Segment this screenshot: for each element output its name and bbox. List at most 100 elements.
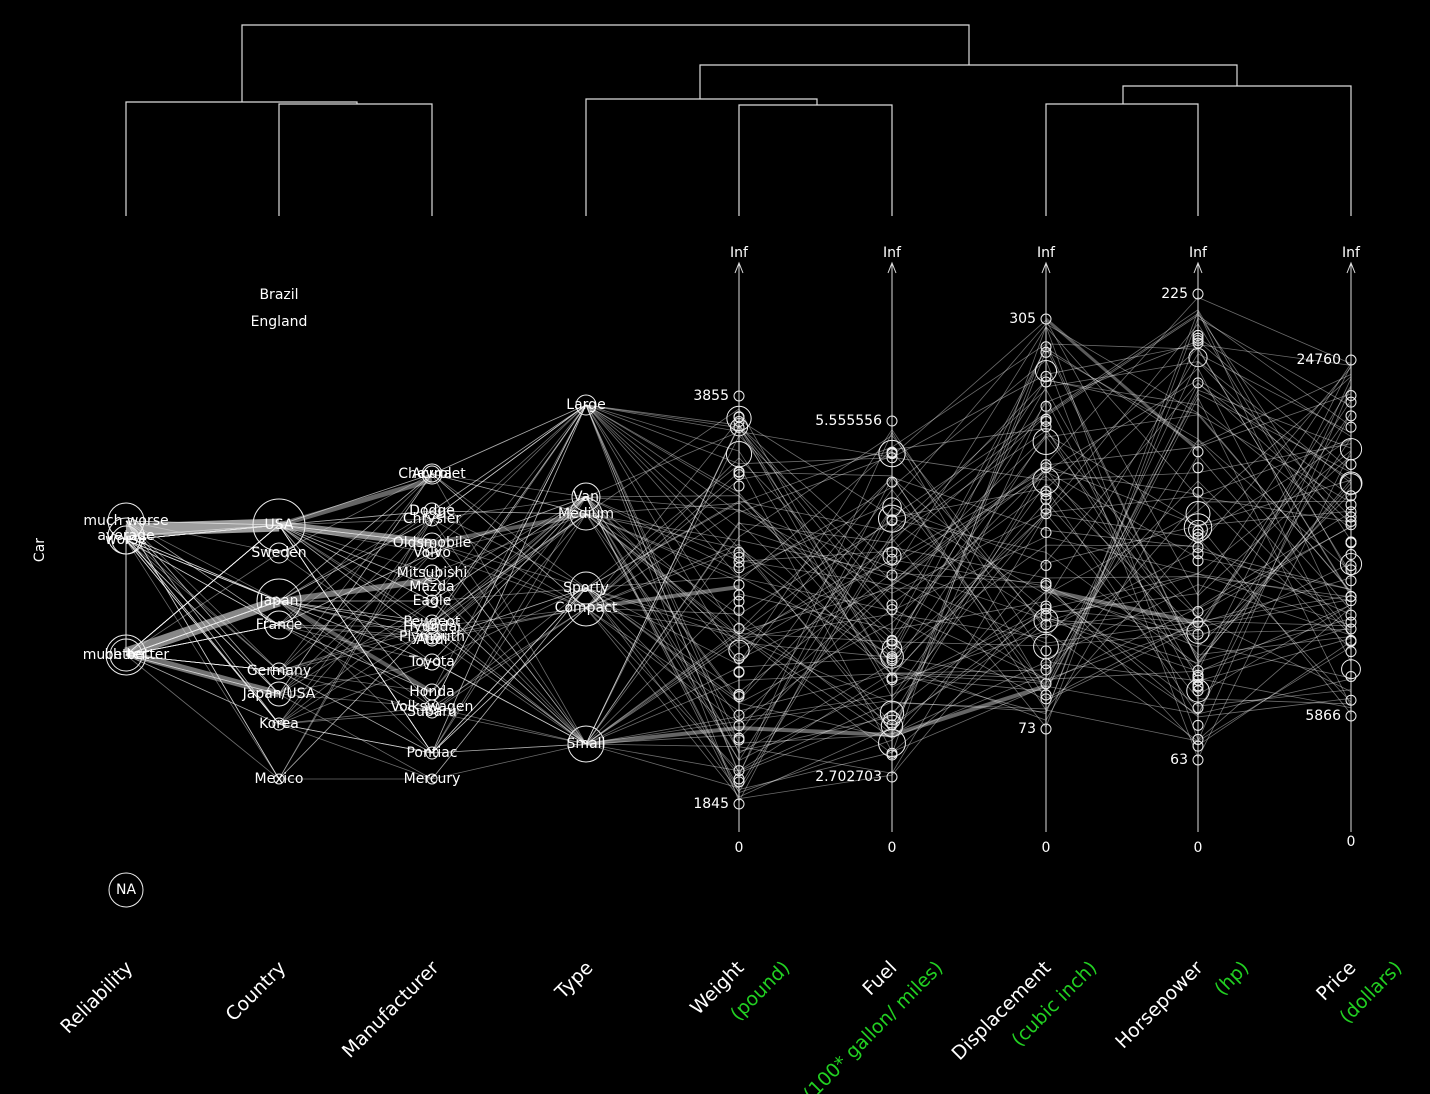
point [1040,610,1052,622]
point [877,504,907,533]
point [733,390,745,402]
point [733,734,745,746]
point [1345,396,1357,408]
point [1040,619,1052,631]
point [733,551,745,563]
point [886,634,898,646]
point [733,411,745,423]
point [1345,515,1357,527]
point [1040,664,1052,676]
level-label: USA [265,517,294,533]
point [1345,623,1357,635]
level-label: France [256,617,303,633]
point [1183,513,1213,542]
level-circle [571,482,601,512]
point [725,441,753,468]
level-circle [252,498,306,552]
level-label: Hyundai [403,619,461,635]
level-label: Japan/USA [242,686,316,702]
point [1345,354,1357,366]
level-circle [270,662,288,680]
level-circle [569,571,603,605]
point [1345,490,1357,502]
point [1040,413,1052,425]
axis-bottom-label: 0 [1194,840,1203,856]
level-circle [425,594,439,608]
point [1040,346,1052,358]
point [1192,740,1204,752]
level-circle [108,872,144,908]
level-label: Medium [558,506,614,522]
point [1040,723,1052,735]
level-circle [567,725,605,763]
point [1192,555,1204,567]
point [1040,693,1052,705]
axis-arrow [734,261,744,274]
point [886,674,898,686]
point [1192,548,1204,560]
point [1040,689,1052,701]
point [1192,605,1204,617]
point [1192,719,1204,731]
point [1345,595,1357,607]
level-circle [421,463,443,485]
level-label: better [105,647,148,663]
point [886,514,898,526]
point [733,666,745,678]
min-label: 1845 [693,796,729,812]
level-label: Pontiac [406,745,457,761]
axis-bottom-label: 0 [735,840,744,856]
point [1040,462,1052,474]
band [1045,317,1199,452]
point [882,546,902,566]
point [1040,580,1052,592]
max-label: 5.555556 [815,413,882,429]
point [1192,754,1204,766]
level-label: England [251,314,308,330]
max-label: 305 [1009,311,1036,327]
point [1345,511,1357,523]
point [1040,421,1052,433]
point [1345,575,1357,587]
point [733,798,745,810]
point [733,415,745,427]
point [1040,400,1052,412]
point [1192,616,1204,628]
level-circle [422,577,442,597]
level-circle [424,614,440,630]
point [1192,329,1204,341]
level-label: much better [83,647,170,663]
point [1345,499,1357,511]
point [1341,659,1361,680]
point [1345,590,1357,602]
point [1186,620,1210,644]
level-circle [426,773,438,785]
level-circle [105,634,147,676]
point [1033,608,1059,634]
axis-top-label: Inf [1189,245,1208,261]
point [1345,519,1357,531]
axis-top-label: Inf [730,245,749,261]
level-label: Germany [247,663,311,679]
point [886,604,898,616]
band [1045,588,1199,625]
point [733,688,745,700]
level-label: Large [566,397,605,413]
point [733,466,745,478]
point [886,569,898,581]
level-label: Peugeot [404,614,461,630]
level-label: Mitsubishi [397,565,467,581]
point [1040,459,1052,471]
min-label: 63 [1170,752,1188,768]
point [726,405,752,432]
point [1345,646,1357,658]
level-label: Subaru [407,704,457,720]
band [585,684,1047,746]
point [1040,603,1052,615]
point [1345,560,1357,572]
level-label: Korea [259,716,299,732]
point [882,497,902,517]
point [1345,616,1357,628]
point [1040,313,1052,325]
point [733,469,745,481]
